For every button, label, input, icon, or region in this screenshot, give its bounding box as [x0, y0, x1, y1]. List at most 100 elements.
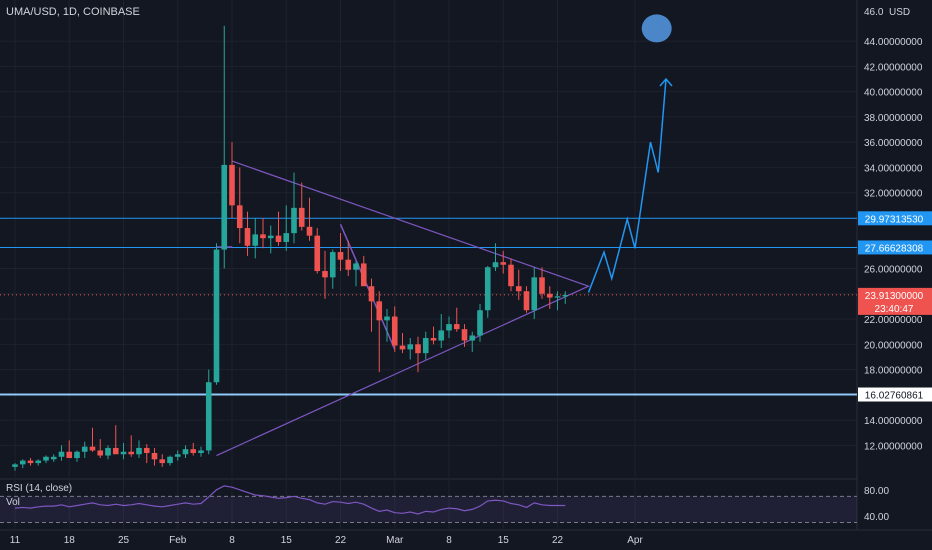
candle-body: [66, 451, 73, 459]
candle-body: [58, 451, 65, 457]
candle-body: [291, 207, 297, 234]
candle-body: [360, 263, 367, 287]
price-tick-label: 26.00000000: [864, 265, 923, 276]
last-price-box: [858, 287, 932, 315]
candle-body: [368, 286, 375, 302]
target-circle[interactable]: [641, 14, 672, 43]
candle-body: [430, 338, 437, 341]
volume-indicator-label[interactable]: Vol: [6, 497, 20, 508]
candle-body: [353, 263, 359, 270]
candle-body: [252, 234, 259, 246]
candle-body: [453, 324, 460, 330]
price-tick-label: 46.0: [864, 7, 884, 18]
candle-body: [81, 446, 88, 452]
time-axis[interactable]: 11 18 25 Feb 8 15 22 Mar 8 15 22 Apr: [10, 535, 644, 546]
candle-body: [283, 233, 290, 242]
price-tick-label: 12.00000000: [864, 441, 923, 452]
candle-body: [205, 382, 212, 451]
time-tick-label: 15: [281, 535, 293, 546]
price-tick-label: 18.00000000: [864, 366, 923, 377]
time-tick-label: 15: [498, 535, 510, 546]
candle-body: [174, 454, 181, 457]
rsi-band: [0, 496, 857, 523]
candle-body: [275, 235, 282, 242]
candle-body: [539, 277, 545, 294]
price-tick-label: 36.00000000: [864, 138, 923, 149]
price-axis[interactable]: 12.00000000 14.00000000 18.00000000 20.0000…: [858, 7, 932, 523]
symbol-title: UMA/USD, 1D, COINBASE: [6, 6, 140, 18]
candle-body: [43, 456, 49, 461]
time-tick-label: 18: [64, 535, 76, 546]
projection-path[interactable]: [587, 78, 667, 293]
currency-label[interactable]: USD: [889, 7, 910, 18]
candle-body: [492, 262, 499, 268]
time-tick-label: 25: [118, 535, 130, 546]
candle-body: [484, 267, 491, 311]
candle-body: [19, 460, 26, 465]
price-tick-label: 42.00000000: [864, 62, 923, 73]
candle-body: [120, 451, 127, 455]
last-price-label: 23.91300000: [865, 291, 924, 302]
candle-body: [554, 296, 561, 298]
level-price-box: [858, 211, 932, 226]
rsi-tick-label: 80.00: [864, 486, 889, 497]
candle-body: [89, 446, 96, 451]
rsi-indicator-label[interactable]: RSI (14, close): [6, 483, 73, 494]
candle-body: [469, 335, 476, 341]
candle-body: [221, 164, 228, 250]
time-tick-label: 22: [552, 535, 564, 546]
candle-body: [461, 329, 468, 341]
rsi-line: [14, 485, 566, 515]
candle-body: [97, 450, 104, 456]
candle-body: [50, 456, 57, 460]
candle-body: [391, 316, 398, 346]
price-tick-label: 38.00000000: [864, 113, 923, 124]
candle-body: [531, 277, 538, 311]
candle-body: [35, 460, 42, 464]
candle-body: [167, 456, 173, 464]
price-tick-label: 22.00000000: [864, 315, 923, 326]
time-tick-label: 8: [229, 535, 235, 546]
time-tick-label: Mar: [386, 535, 404, 546]
candle-body: [128, 451, 135, 455]
candle-body: [523, 291, 530, 311]
candle-body: [244, 228, 251, 246]
candle-body: [151, 452, 158, 460]
trend-line[interactable]: [339, 223, 396, 350]
candle-body: [190, 449, 197, 453]
candle-body: [182, 449, 189, 455]
candle-body: [477, 310, 483, 336]
level-price-label: 27.66628308: [865, 243, 924, 254]
candle-body: [515, 286, 522, 292]
time-tick-label: 22: [335, 535, 347, 546]
candle-body: [399, 345, 406, 350]
candle-body: [136, 447, 142, 455]
candle-body: [298, 207, 305, 227]
candle-body: [384, 316, 390, 321]
candle-body: [306, 226, 313, 236]
time-tick-label: Apr: [627, 535, 643, 546]
rsi-tick-label: 40.00: [864, 512, 889, 523]
candle-body: [422, 338, 429, 354]
price-tick-label: 32.00000000: [864, 189, 923, 200]
support-price-label: 16.02760861: [865, 391, 924, 402]
drawing-overlays: [0, 14, 857, 457]
candle-body: [446, 324, 452, 331]
time-tick-label: 8: [446, 535, 452, 546]
rsi-panel: [0, 485, 857, 523]
candle-body: [562, 295, 569, 297]
candle-body: [329, 252, 336, 278]
candle-body: [27, 460, 34, 464]
candle-body: [198, 450, 204, 453]
candle-body: [345, 259, 352, 270]
candle-body: [229, 164, 235, 206]
candle-body: [267, 235, 274, 239]
candles: [12, 25, 569, 471]
time-tick-label: Feb: [169, 535, 187, 546]
price-tick-label: 34.00000000: [864, 163, 923, 174]
countdown-label: 23:40:47: [875, 304, 914, 315]
candle-body: [546, 293, 553, 298]
triangle-pattern[interactable]: [216, 160, 591, 457]
candle-body: [159, 459, 166, 464]
